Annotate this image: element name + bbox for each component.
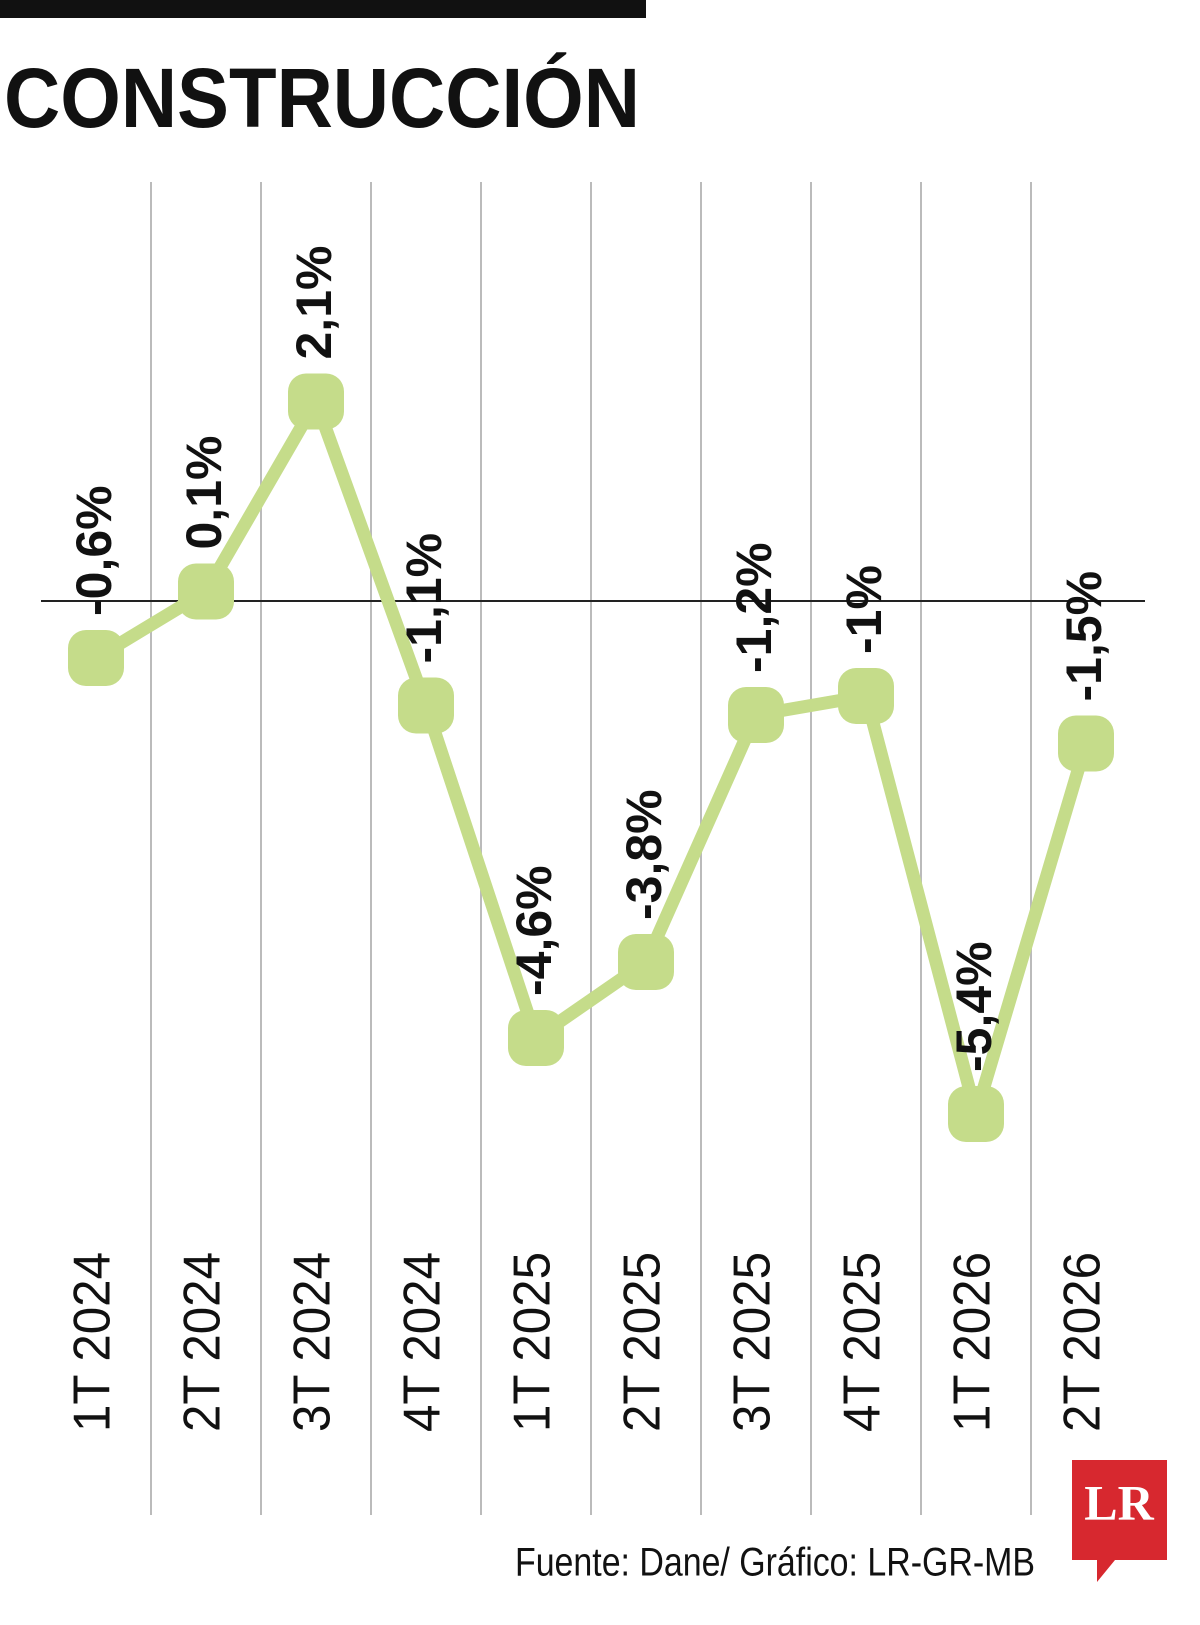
x-tick-label: 3T 2025 — [724, 1252, 782, 1432]
value-label: -1,1% — [396, 533, 452, 664]
marker — [288, 373, 344, 430]
marker — [398, 677, 454, 734]
marker — [68, 630, 124, 686]
line — [92, 395, 1093, 1121]
header-bar — [0, 0, 646, 18]
x-tick-label: 4T 2025 — [834, 1252, 892, 1432]
marker — [728, 687, 784, 743]
marker — [508, 1010, 564, 1066]
x-tick-label: 1T 2025 — [504, 1252, 562, 1432]
x-tick-label: 2T 2024 — [174, 1252, 232, 1432]
marker — [838, 668, 894, 724]
source: Fuente: Dane/ Gráfico: LR-GR-MB — [515, 1541, 1035, 1585]
value-label: -0,6% — [66, 485, 122, 616]
x-tick-label: 3T 2024 — [284, 1252, 342, 1432]
value-label: -1,2% — [726, 542, 782, 673]
value-label: 2,1% — [286, 246, 342, 360]
value-label: -3,8% — [616, 789, 672, 920]
logo-text: LR — [1084, 1474, 1154, 1530]
marker — [948, 1086, 1004, 1142]
logo-badge — [1072, 1460, 1167, 1582]
marker — [1058, 715, 1114, 772]
marker — [178, 563, 234, 620]
value-label: -4,6% — [506, 865, 562, 996]
logo: LR — [1072, 1460, 1167, 1582]
value-label: -1,5% — [1056, 571, 1112, 702]
marker — [618, 934, 674, 990]
value-label: -1% — [836, 565, 892, 654]
chart-title: CONSTRUCCIÓN — [4, 51, 640, 145]
x-tick-label: 4T 2024 — [394, 1252, 452, 1432]
x-tick-label: 2T 2026 — [1054, 1252, 1112, 1432]
x-tick-label: 1T 2026 — [944, 1252, 1002, 1432]
value-label: 0,1% — [176, 436, 232, 550]
value-label: -5,4% — [946, 941, 1002, 1072]
x-tick-label: 2T 2025 — [614, 1252, 672, 1432]
x-tick-label: 1T 2024 — [64, 1252, 122, 1432]
